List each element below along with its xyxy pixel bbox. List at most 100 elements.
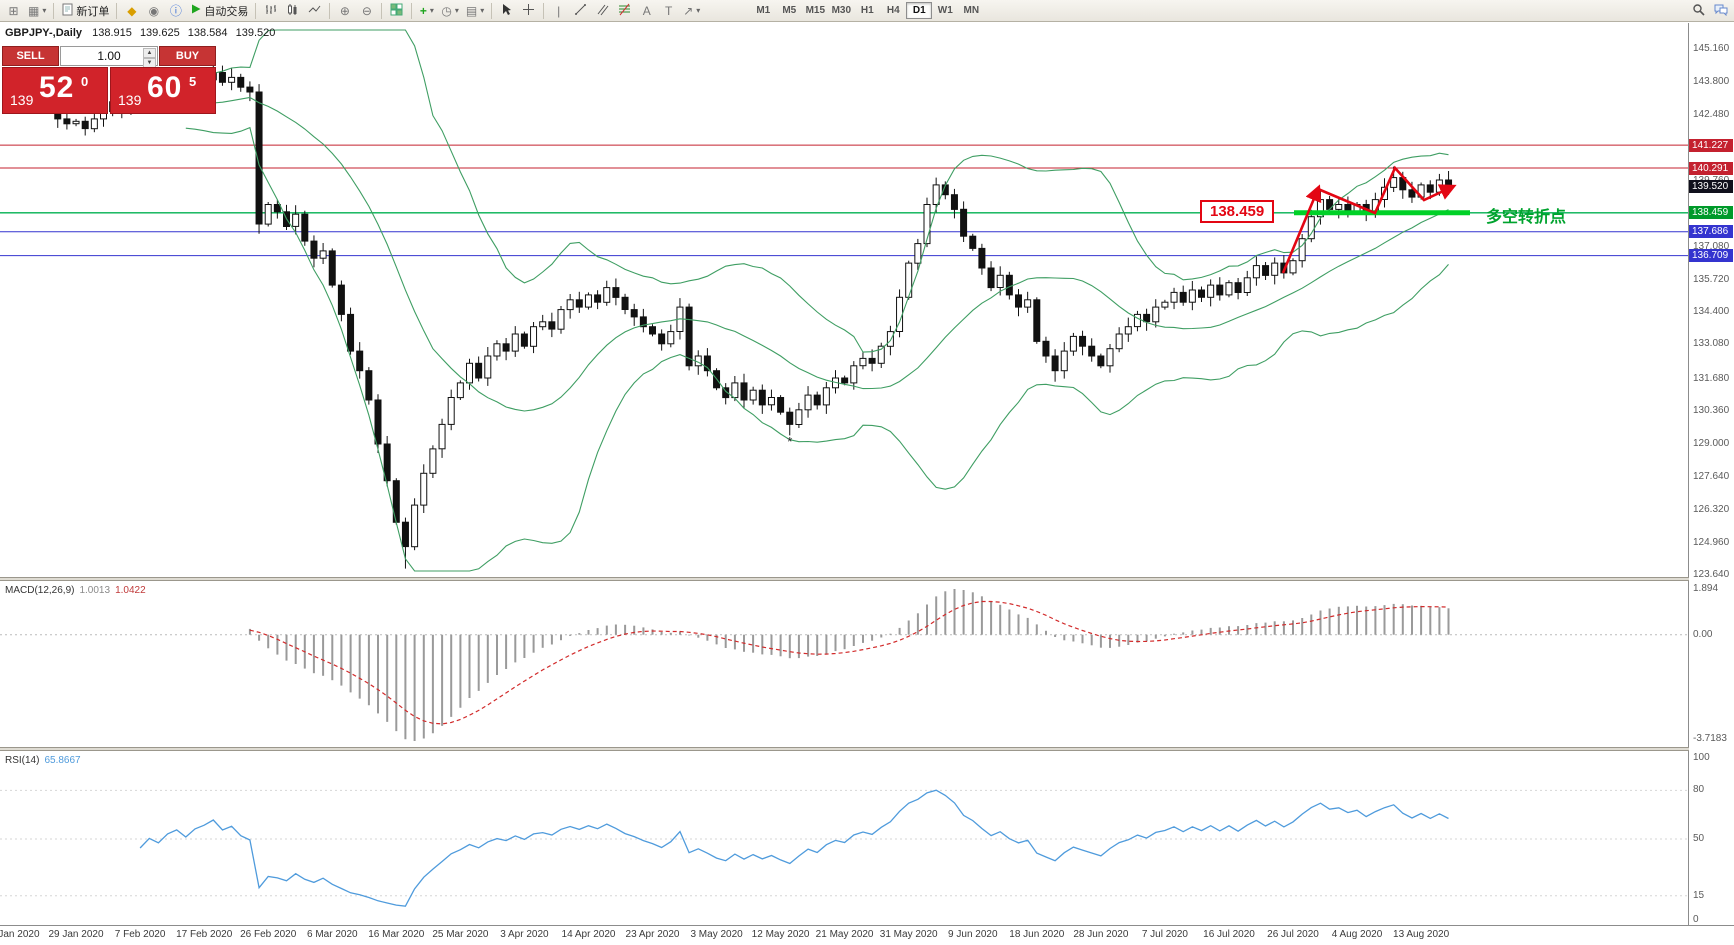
- channel-icon: [596, 3, 609, 19]
- metaeditor-icon: ◆: [127, 3, 137, 18]
- timeframe-button-m1[interactable]: M1: [750, 2, 776, 19]
- new-order-label: 新订单: [76, 5, 110, 18]
- macd-indicator[interactable]: [0, 582, 1688, 747]
- date-label: 3 Apr 2020: [500, 929, 549, 940]
- rsi-indicator[interactable]: [0, 752, 1688, 925]
- price-axis-label: 131.680: [1693, 372, 1730, 384]
- ask-pips: 60: [147, 71, 183, 104]
- label-tool-button[interactable]: T: [658, 1, 679, 20]
- zoom-out-button[interactable]: ⊖: [356, 1, 377, 20]
- volume-field[interactable]: 1.00 ▲ ▼: [60, 46, 158, 68]
- toolbar-separator: [543, 2, 545, 19]
- timeframe-button-m5[interactable]: M5: [776, 2, 802, 19]
- price-axis[interactable]: 145.160143.800142.480139.760137.080135.7…: [1689, 23, 1734, 925]
- window-layout-icon: ▦: [28, 3, 40, 18]
- shapes-button[interactable]: ↗ ▾: [680, 1, 703, 20]
- new-order-button[interactable]: 新订单: [58, 1, 112, 20]
- timeframe-button-h1[interactable]: H1: [854, 2, 880, 19]
- buy-button[interactable]: BUY: [159, 46, 216, 66]
- volume-value: 1.00: [97, 49, 121, 63]
- crosshair-button[interactable]: [518, 1, 539, 20]
- timeframe-button-w1[interactable]: W1: [932, 2, 958, 19]
- cursor-button[interactable]: [496, 1, 517, 20]
- ask-price-box[interactable]: 139 60 5: [110, 67, 216, 114]
- info-button[interactable]: ⓘ: [165, 1, 186, 20]
- trend-arrow-annotation[interactable]: [1281, 165, 1457, 274]
- sell-button[interactable]: SELL: [2, 46, 59, 66]
- bid-figure: 139: [10, 92, 34, 108]
- date-label: 7 Jul 2020: [1141, 929, 1188, 940]
- symbol-header: GBPJPY-,Daily 138.915 139.625 138.584 13…: [5, 27, 280, 39]
- timeframe-button-d1[interactable]: D1: [906, 2, 933, 19]
- info-icon: ⓘ: [169, 3, 182, 18]
- date-label: 7 Feb 2020: [114, 929, 166, 940]
- rsi-axis-label: 50: [1693, 833, 1705, 844]
- toolbar-separator: [116, 2, 118, 19]
- date-label: 13 Aug 2020: [1393, 929, 1450, 940]
- price-flag-label: 137.686: [1689, 225, 1733, 239]
- label-tool-icon: T: [665, 3, 673, 18]
- profiles-button[interactable]: ▦ ▾: [25, 1, 49, 20]
- date-label: 14 Apr 2020: [561, 929, 616, 940]
- macd-axis-label: 0.00: [1693, 628, 1713, 640]
- crosshair-icon: [522, 3, 535, 19]
- trendline-button[interactable]: [570, 1, 591, 20]
- text-tool-button[interactable]: A: [636, 1, 657, 20]
- panel-separator[interactable]: [0, 577, 1734, 581]
- order-page-icon: [61, 3, 74, 19]
- date-label: 25 Mar 2020: [432, 929, 489, 940]
- tile-windows-button[interactable]: [386, 1, 407, 20]
- search-button[interactable]: [1688, 1, 1709, 20]
- date-label: 31 May 2020: [879, 929, 938, 940]
- price-axis-label: 133.080: [1693, 338, 1730, 350]
- chart-line-button[interactable]: [304, 1, 325, 20]
- toolbar-separator: [411, 2, 413, 19]
- autotrading-button[interactable]: 自动交易: [187, 1, 251, 20]
- toolbar-separator: [381, 2, 383, 19]
- price-chart[interactable]: *: [0, 23, 1688, 577]
- zoom-in-button[interactable]: ⊕: [334, 1, 355, 20]
- metaeditor-button[interactable]: ◆: [121, 1, 142, 20]
- date-label: 17 Feb 2020: [176, 929, 233, 940]
- toolbar-separator: [329, 2, 331, 19]
- new-chart-button[interactable]: ⊞: [3, 1, 24, 20]
- vertical-line-button[interactable]: |: [548, 1, 569, 20]
- volume-up-button[interactable]: ▲: [143, 48, 156, 58]
- channel-button[interactable]: [592, 1, 613, 20]
- date-label: 12 May 2020: [751, 929, 810, 940]
- cursor-icon: [500, 3, 513, 19]
- one-click-trading-panel: SELL 1.00 ▲ ▼ BUY 139 52 0 139 60 5: [2, 46, 216, 114]
- panel-separator[interactable]: [0, 747, 1734, 751]
- time-axis[interactable]: 20 Jan 2020 29 Jan 2020 7 Feb 2020 17 Feb 2…: [0, 926, 1688, 945]
- chart-bars-button[interactable]: [260, 1, 281, 20]
- date-label: 3 May 2020: [690, 929, 743, 940]
- templates-button[interactable]: ▤ ▾: [463, 1, 487, 20]
- date-label: 28 Jun 2020: [1073, 929, 1129, 940]
- turning-point-label[interactable]: 多空转折点: [1486, 209, 1567, 226]
- macd-header: MACD(12,26,9) 1.0013 1.0422: [5, 585, 146, 596]
- date-label: 16 Jul 2020: [1203, 929, 1255, 940]
- bid-price-box[interactable]: 139 52 0: [2, 67, 108, 114]
- timeframe-button-m15[interactable]: M15: [802, 2, 828, 19]
- timeframe-button-m30[interactable]: M30: [828, 2, 854, 19]
- price-axis-label: 142.480: [1693, 108, 1730, 120]
- market-icon: ◉: [148, 3, 160, 18]
- chart-candles-button[interactable]: [282, 1, 303, 20]
- periods-button[interactable]: ◷ ▾: [438, 1, 462, 20]
- template-icon: ▤: [465, 3, 478, 18]
- date-label: 18 Jun 2020: [1009, 929, 1065, 940]
- price-axis-label: 124.960: [1693, 536, 1730, 548]
- market-watch-button[interactable]: ◉: [143, 1, 164, 20]
- timeframe-button-h4[interactable]: H4: [880, 2, 906, 19]
- search-icon: [1692, 3, 1705, 19]
- rsi-axis-label: 100: [1693, 752, 1710, 763]
- indicators-button[interactable]: + ▾: [416, 1, 437, 20]
- timeframe-button-mn[interactable]: MN: [958, 2, 984, 19]
- new-chart-icon: ⊞: [8, 3, 19, 18]
- fibonacci-button[interactable]: [614, 1, 635, 20]
- autotrading-label: 自动交易: [204, 5, 249, 18]
- tile-windows-icon: [390, 3, 403, 19]
- price-level-callout[interactable]: 138.459: [1200, 200, 1275, 223]
- chat-button[interactable]: [1710, 1, 1731, 20]
- bid-pips: 52: [39, 71, 75, 104]
